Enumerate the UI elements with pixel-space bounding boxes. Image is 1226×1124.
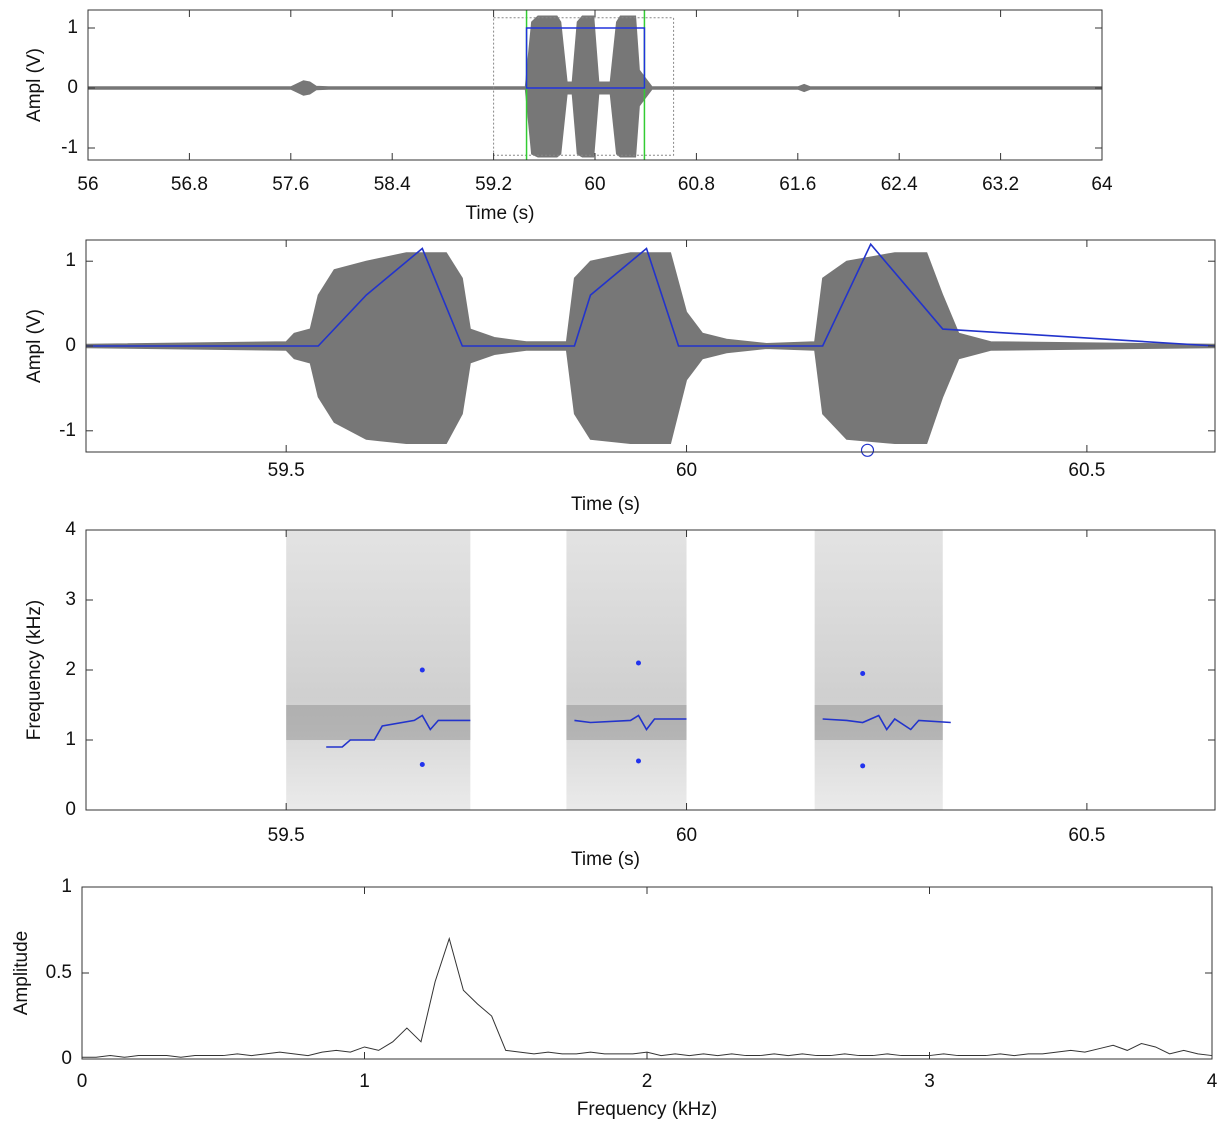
point — [860, 763, 866, 769]
y-tick-label: 0.5 — [46, 962, 72, 983]
x-axis-label: Time (s) — [571, 494, 640, 515]
y-tick-label: 0 — [65, 335, 76, 356]
pitch-track — [574, 714, 687, 731]
pitch-track — [326, 714, 471, 748]
selection — [525, 27, 646, 89]
x-tick-label: 60 — [676, 825, 697, 846]
y-tick-label: 0 — [67, 77, 78, 98]
spectrogram-burst — [566, 530, 687, 810]
waveform-lower — [88, 87, 1102, 158]
y-axis-label: Ampl (V) — [24, 309, 45, 383]
x-tick-label: 56.8 — [171, 174, 208, 195]
x-tick-label: 61.6 — [779, 174, 816, 195]
y-tick-label: 1 — [65, 729, 76, 750]
x-tick-label: 63.2 — [982, 174, 1019, 195]
spectrum-line — [82, 936, 1213, 1058]
envelope-trace — [86, 242, 1215, 347]
waveform-upper — [86, 252, 1215, 347]
waveform-upper — [88, 15, 1102, 89]
x-tick-label: 59.5 — [268, 825, 305, 846]
x-tick-label: 60 — [676, 460, 697, 481]
x-tick-label: 60.5 — [1068, 460, 1105, 481]
y-axis-label: Frequency (kHz) — [24, 600, 45, 740]
x-tick-label: 2 — [642, 1071, 653, 1092]
y-tick-label: 0 — [65, 799, 76, 820]
y-tick-label: 1 — [67, 17, 78, 38]
y-tick-label: 1 — [61, 876, 72, 897]
x-tick-label: 59.2 — [475, 174, 512, 195]
pitch-track — [822, 714, 951, 731]
x-tick-label: 56 — [77, 174, 98, 195]
marker — [860, 443, 875, 457]
x-tick-label: 59.5 — [268, 460, 305, 481]
point — [860, 671, 866, 676]
y-tick-label: 3 — [65, 589, 76, 610]
spectrogram-burst — [286, 530, 471, 810]
x-tick-label: 3 — [924, 1071, 935, 1092]
y-tick-label: 4 — [65, 519, 76, 540]
point — [419, 667, 425, 673]
x-tick-label: 62.4 — [881, 174, 918, 195]
x-tick-label: 64 — [1091, 174, 1113, 195]
y-tick-label: 0 — [61, 1048, 72, 1069]
y-axis-label: Amplitude — [11, 931, 32, 1016]
y-tick-label: -1 — [61, 137, 78, 158]
x-tick-label: 60.5 — [1068, 825, 1105, 846]
x-tick-label: 58.4 — [374, 174, 411, 195]
waveform-lower — [86, 345, 1215, 445]
y-axis-label: Ampl (V) — [24, 48, 45, 122]
y-tick-label: 2 — [65, 659, 76, 680]
x-tick-label: 0 — [77, 1071, 88, 1092]
x-axis-label: Time (s) — [571, 849, 640, 870]
x-tick-label: 57.6 — [272, 174, 309, 195]
y-tick-label: -1 — [59, 420, 76, 441]
y-tick-label: 1 — [65, 250, 76, 271]
x-tick-label: 1 — [359, 1071, 370, 1092]
point — [635, 758, 641, 764]
spectrogram-burst — [814, 530, 943, 810]
x-tick-label: 60 — [584, 174, 605, 195]
formant-band — [814, 705, 943, 740]
view-box — [493, 17, 675, 156]
x-axis-label: Frequency (kHz) — [577, 1099, 717, 1120]
point — [635, 660, 641, 666]
formant-band — [286, 705, 471, 740]
axes-frame — [81, 886, 1213, 1060]
x-axis-label: Time (s) — [466, 203, 535, 224]
point — [419, 762, 425, 767]
x-tick-label: 4 — [1207, 1071, 1218, 1092]
x-tick-label: 60.8 — [678, 174, 715, 195]
